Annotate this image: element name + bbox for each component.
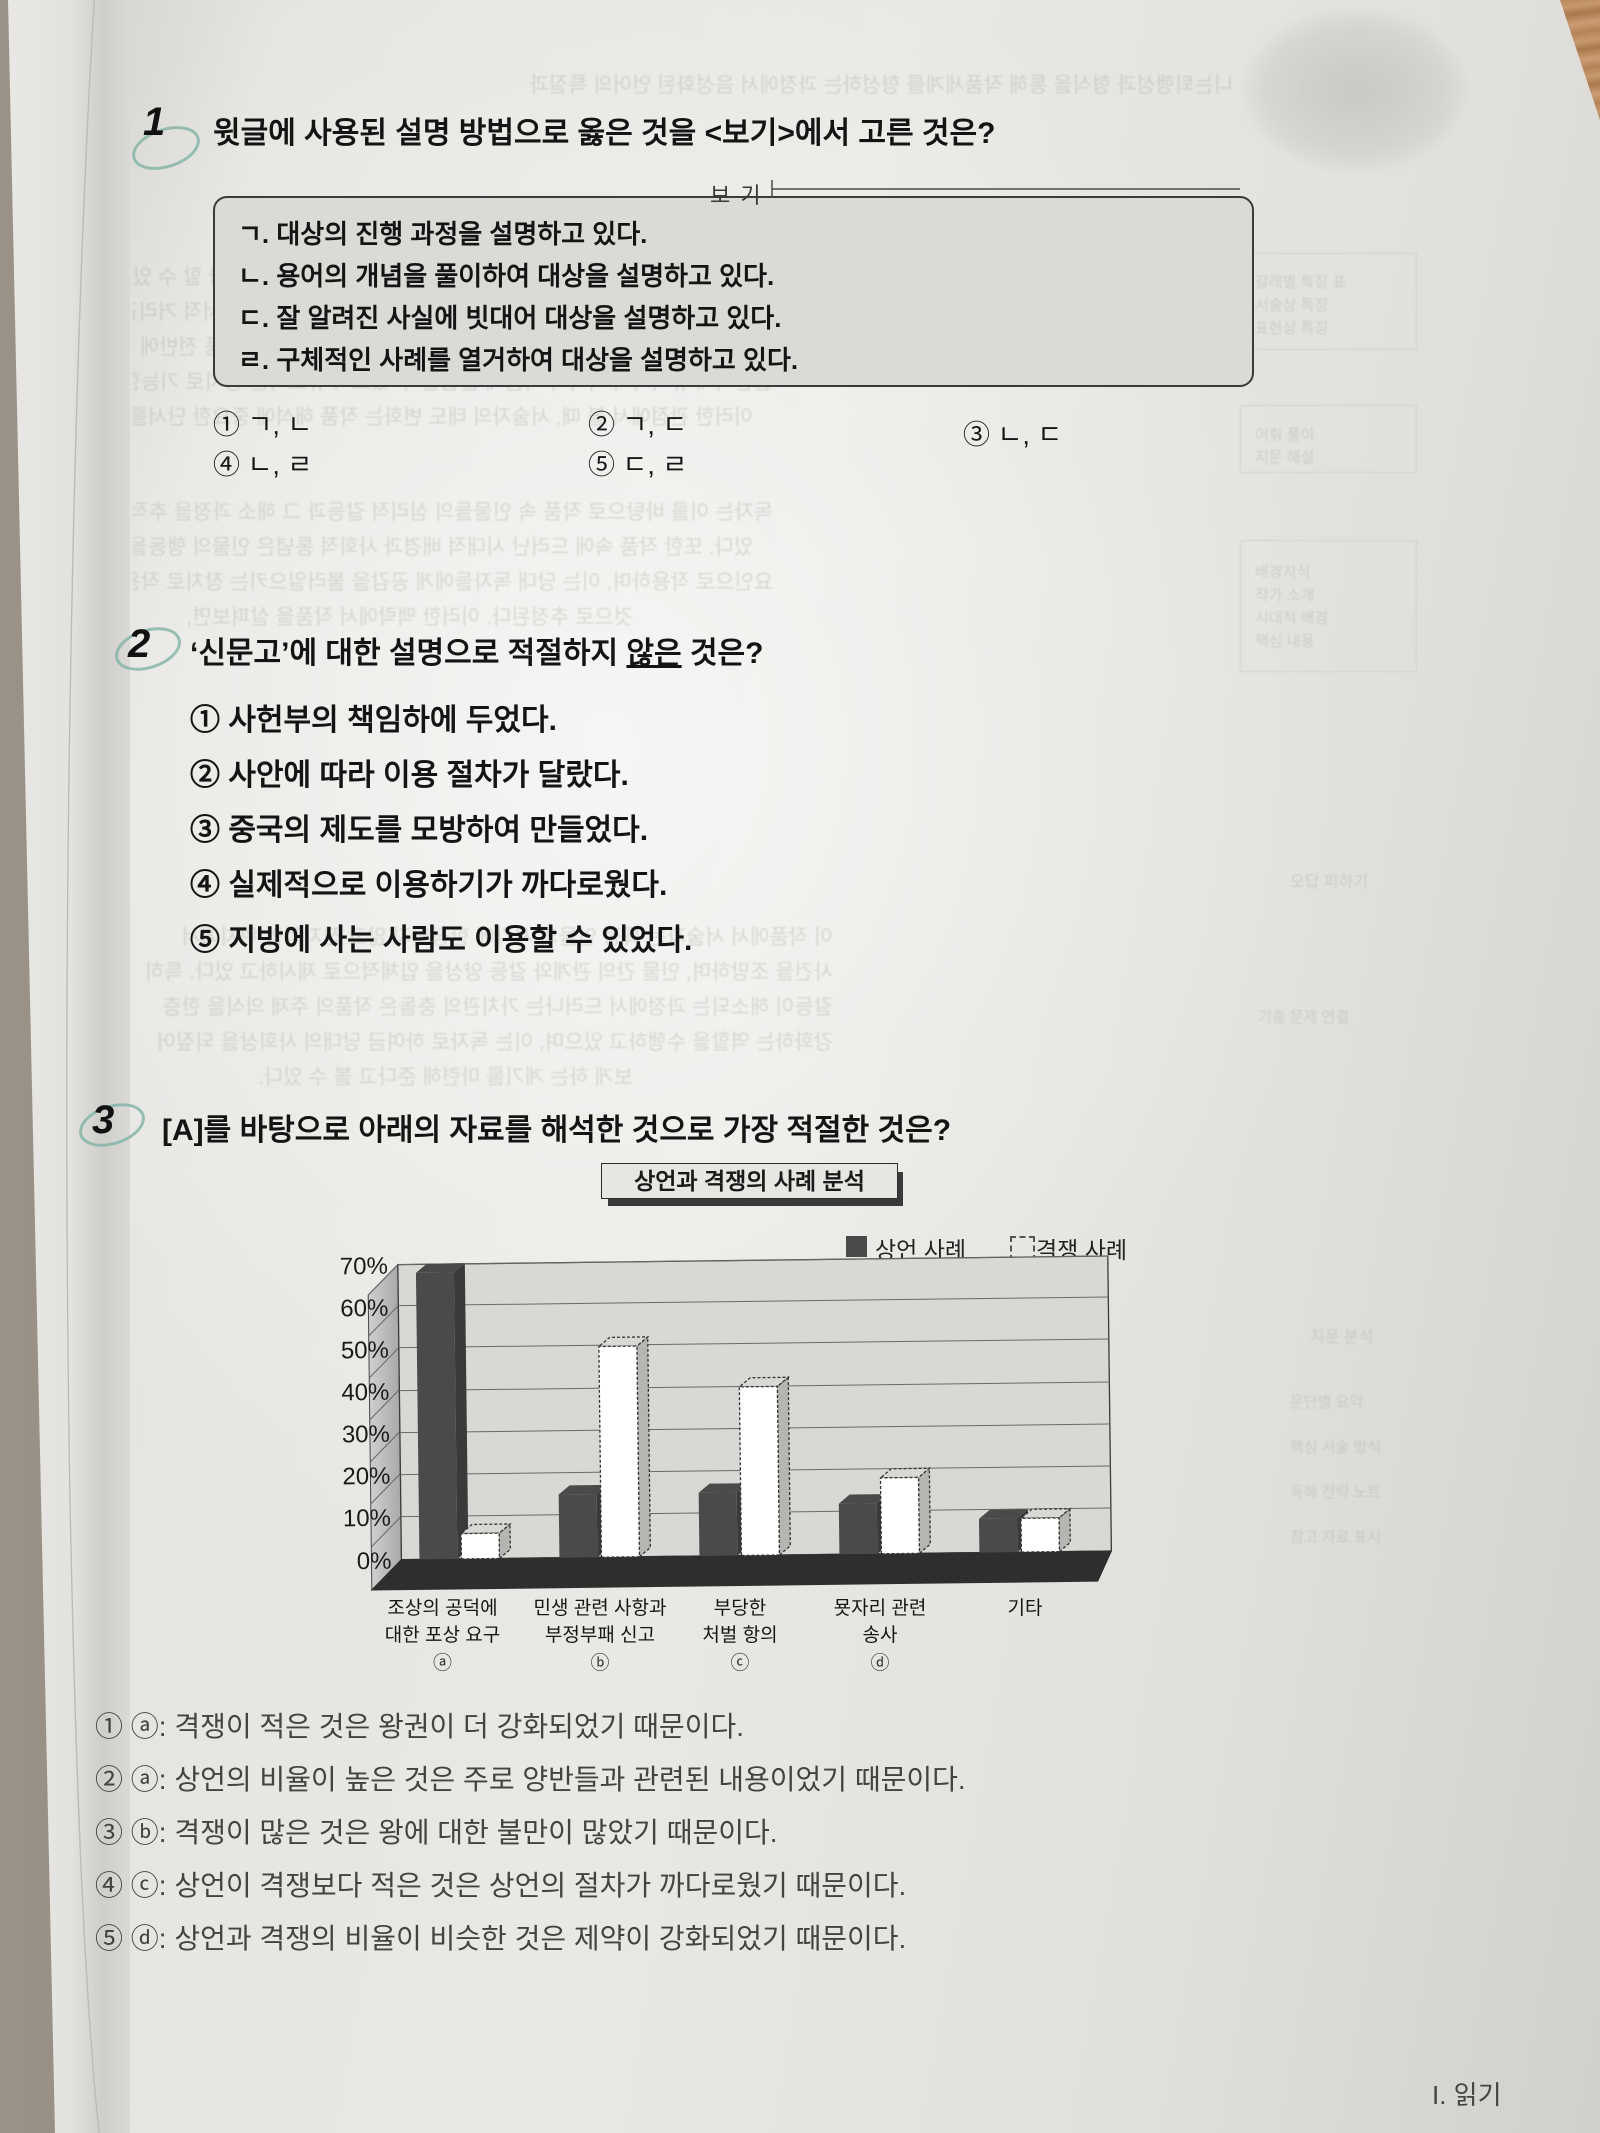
svg-text:30%: 30% (342, 1421, 390, 1449)
svg-text:60%: 60% (340, 1295, 388, 1323)
svg-text:0%: 0% (357, 1548, 392, 1575)
svg-text:50%: 50% (341, 1337, 389, 1365)
svg-text:10%: 10% (343, 1505, 391, 1533)
svg-text:40%: 40% (341, 1379, 389, 1407)
svg-text:20%: 20% (342, 1463, 390, 1491)
svg-text:70%: 70% (340, 1253, 388, 1281)
